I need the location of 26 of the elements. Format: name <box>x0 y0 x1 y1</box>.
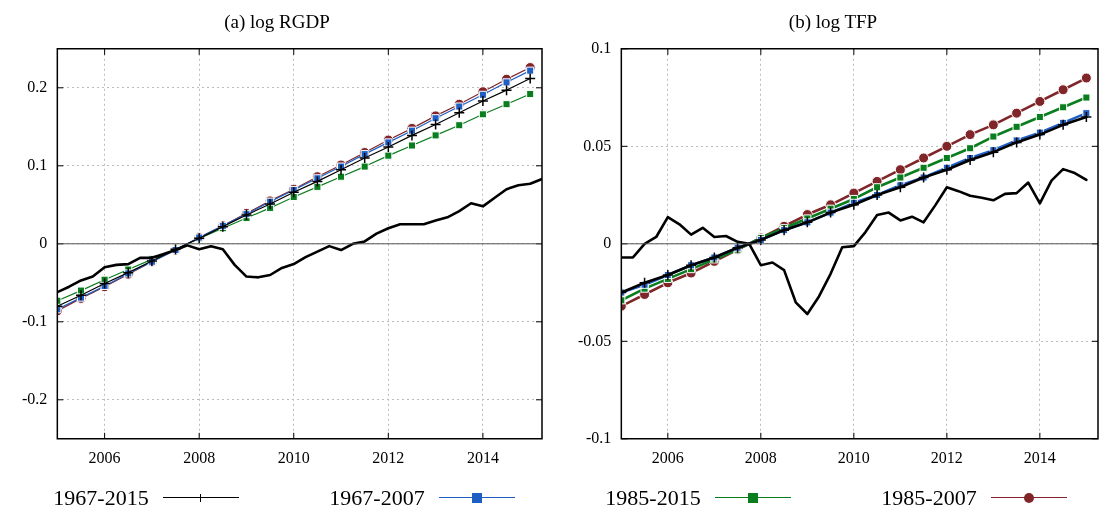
legend-label: 1985-2007 <box>881 485 977 511</box>
y-tick-label: 0.1 <box>591 39 612 56</box>
x-tick-label: 2014 <box>1023 448 1056 466</box>
y-tick-label: -0.1 <box>586 429 612 446</box>
x-tick-label: 2008 <box>183 448 216 466</box>
x-tick-label: 2006 <box>88 448 121 466</box>
legend-label: 1967-2007 <box>329 485 425 511</box>
y-tick-label: 0.1 <box>27 156 48 173</box>
x-tick-label: 2008 <box>744 448 777 466</box>
x-tick-label: 2006 <box>651 448 684 466</box>
x-tick-label: 2010 <box>277 448 310 466</box>
y-tick-label: 0 <box>39 234 48 251</box>
legend-label: 1967-2015 <box>53 485 149 511</box>
chart-title: (b) log TFP <box>788 11 878 34</box>
chart-title: (a) log RGDP <box>224 11 330 34</box>
legend-label: 1985-2015 <box>605 485 701 511</box>
x-tick-label: 2014 <box>466 448 499 466</box>
y-tick-label: 0.05 <box>583 136 612 154</box>
y-tick-label: -0.2 <box>22 390 48 407</box>
y-tick-label: -0.1 <box>22 312 48 329</box>
x-tick-label: 2012 <box>372 448 405 466</box>
x-tick-label: 2010 <box>837 448 870 466</box>
y-tick-label: 0 <box>603 234 612 251</box>
y-tick-label: 0.2 <box>27 78 48 95</box>
x-tick-label: 2012 <box>930 448 963 466</box>
y-tick-label: -0.05 <box>578 331 612 349</box>
